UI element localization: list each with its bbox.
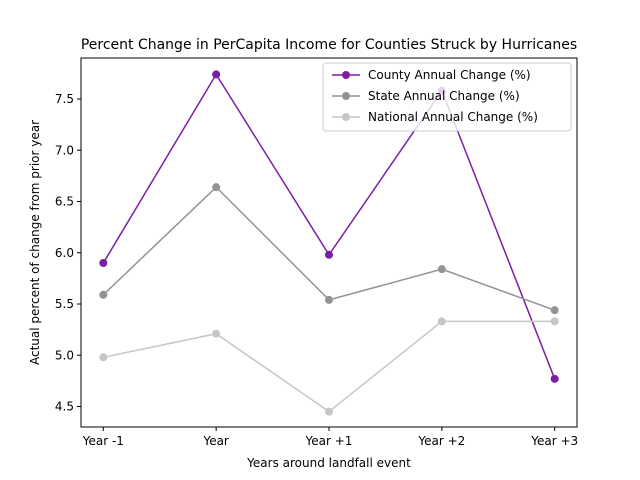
data-point xyxy=(325,250,333,259)
data-point xyxy=(212,70,221,79)
y-tick-label: 6.0 xyxy=(55,246,74,260)
data-point xyxy=(325,295,333,304)
x-tick-label: Year +2 xyxy=(417,434,465,448)
data-point xyxy=(99,353,108,362)
data-point xyxy=(212,329,221,338)
x-axis-label: Years around landfall event xyxy=(246,456,411,470)
plot-area xyxy=(80,57,578,428)
data-point xyxy=(99,290,108,299)
y-tick-label: 7.5 xyxy=(55,92,74,106)
data-point xyxy=(550,374,559,383)
legend: County Annual Change (%) State Annual Cha… xyxy=(322,62,572,132)
y-tick-label: 4.5 xyxy=(55,400,74,414)
data-point xyxy=(325,407,333,416)
data-point xyxy=(99,259,108,267)
legend-swatch-marker xyxy=(342,92,350,100)
data-point xyxy=(437,265,446,274)
data-point xyxy=(550,306,559,315)
legend-entry: National Annual Change (%) xyxy=(368,110,538,124)
y-tick-label: 7.0 xyxy=(55,143,74,157)
data-point xyxy=(437,317,446,326)
series-line-2 xyxy=(103,320,555,413)
y-tick-label: 6.5 xyxy=(55,195,74,209)
y-tick-label: 5.5 xyxy=(55,297,74,311)
y-axis-label: Actual percent of change from prior year xyxy=(28,120,42,365)
data-point xyxy=(550,317,559,326)
x-tick-label: Year -1 xyxy=(82,434,124,448)
legend-entry: State Annual Change (%) xyxy=(368,89,520,103)
x-tick-label: Year +1 xyxy=(305,434,353,448)
chart-title: Percent Change in PerCapita Income for C… xyxy=(81,37,577,53)
legend-entry: County Annual Change (%) xyxy=(368,68,531,82)
x-tick-label: Year +3 xyxy=(530,434,578,448)
legend-box xyxy=(322,62,572,132)
data-point xyxy=(212,183,221,192)
legend-swatch-marker xyxy=(342,71,350,79)
legend-swatch-marker xyxy=(342,113,350,121)
x-tick-label: Year xyxy=(202,434,228,448)
y-tick-label: 5.0 xyxy=(55,348,74,362)
